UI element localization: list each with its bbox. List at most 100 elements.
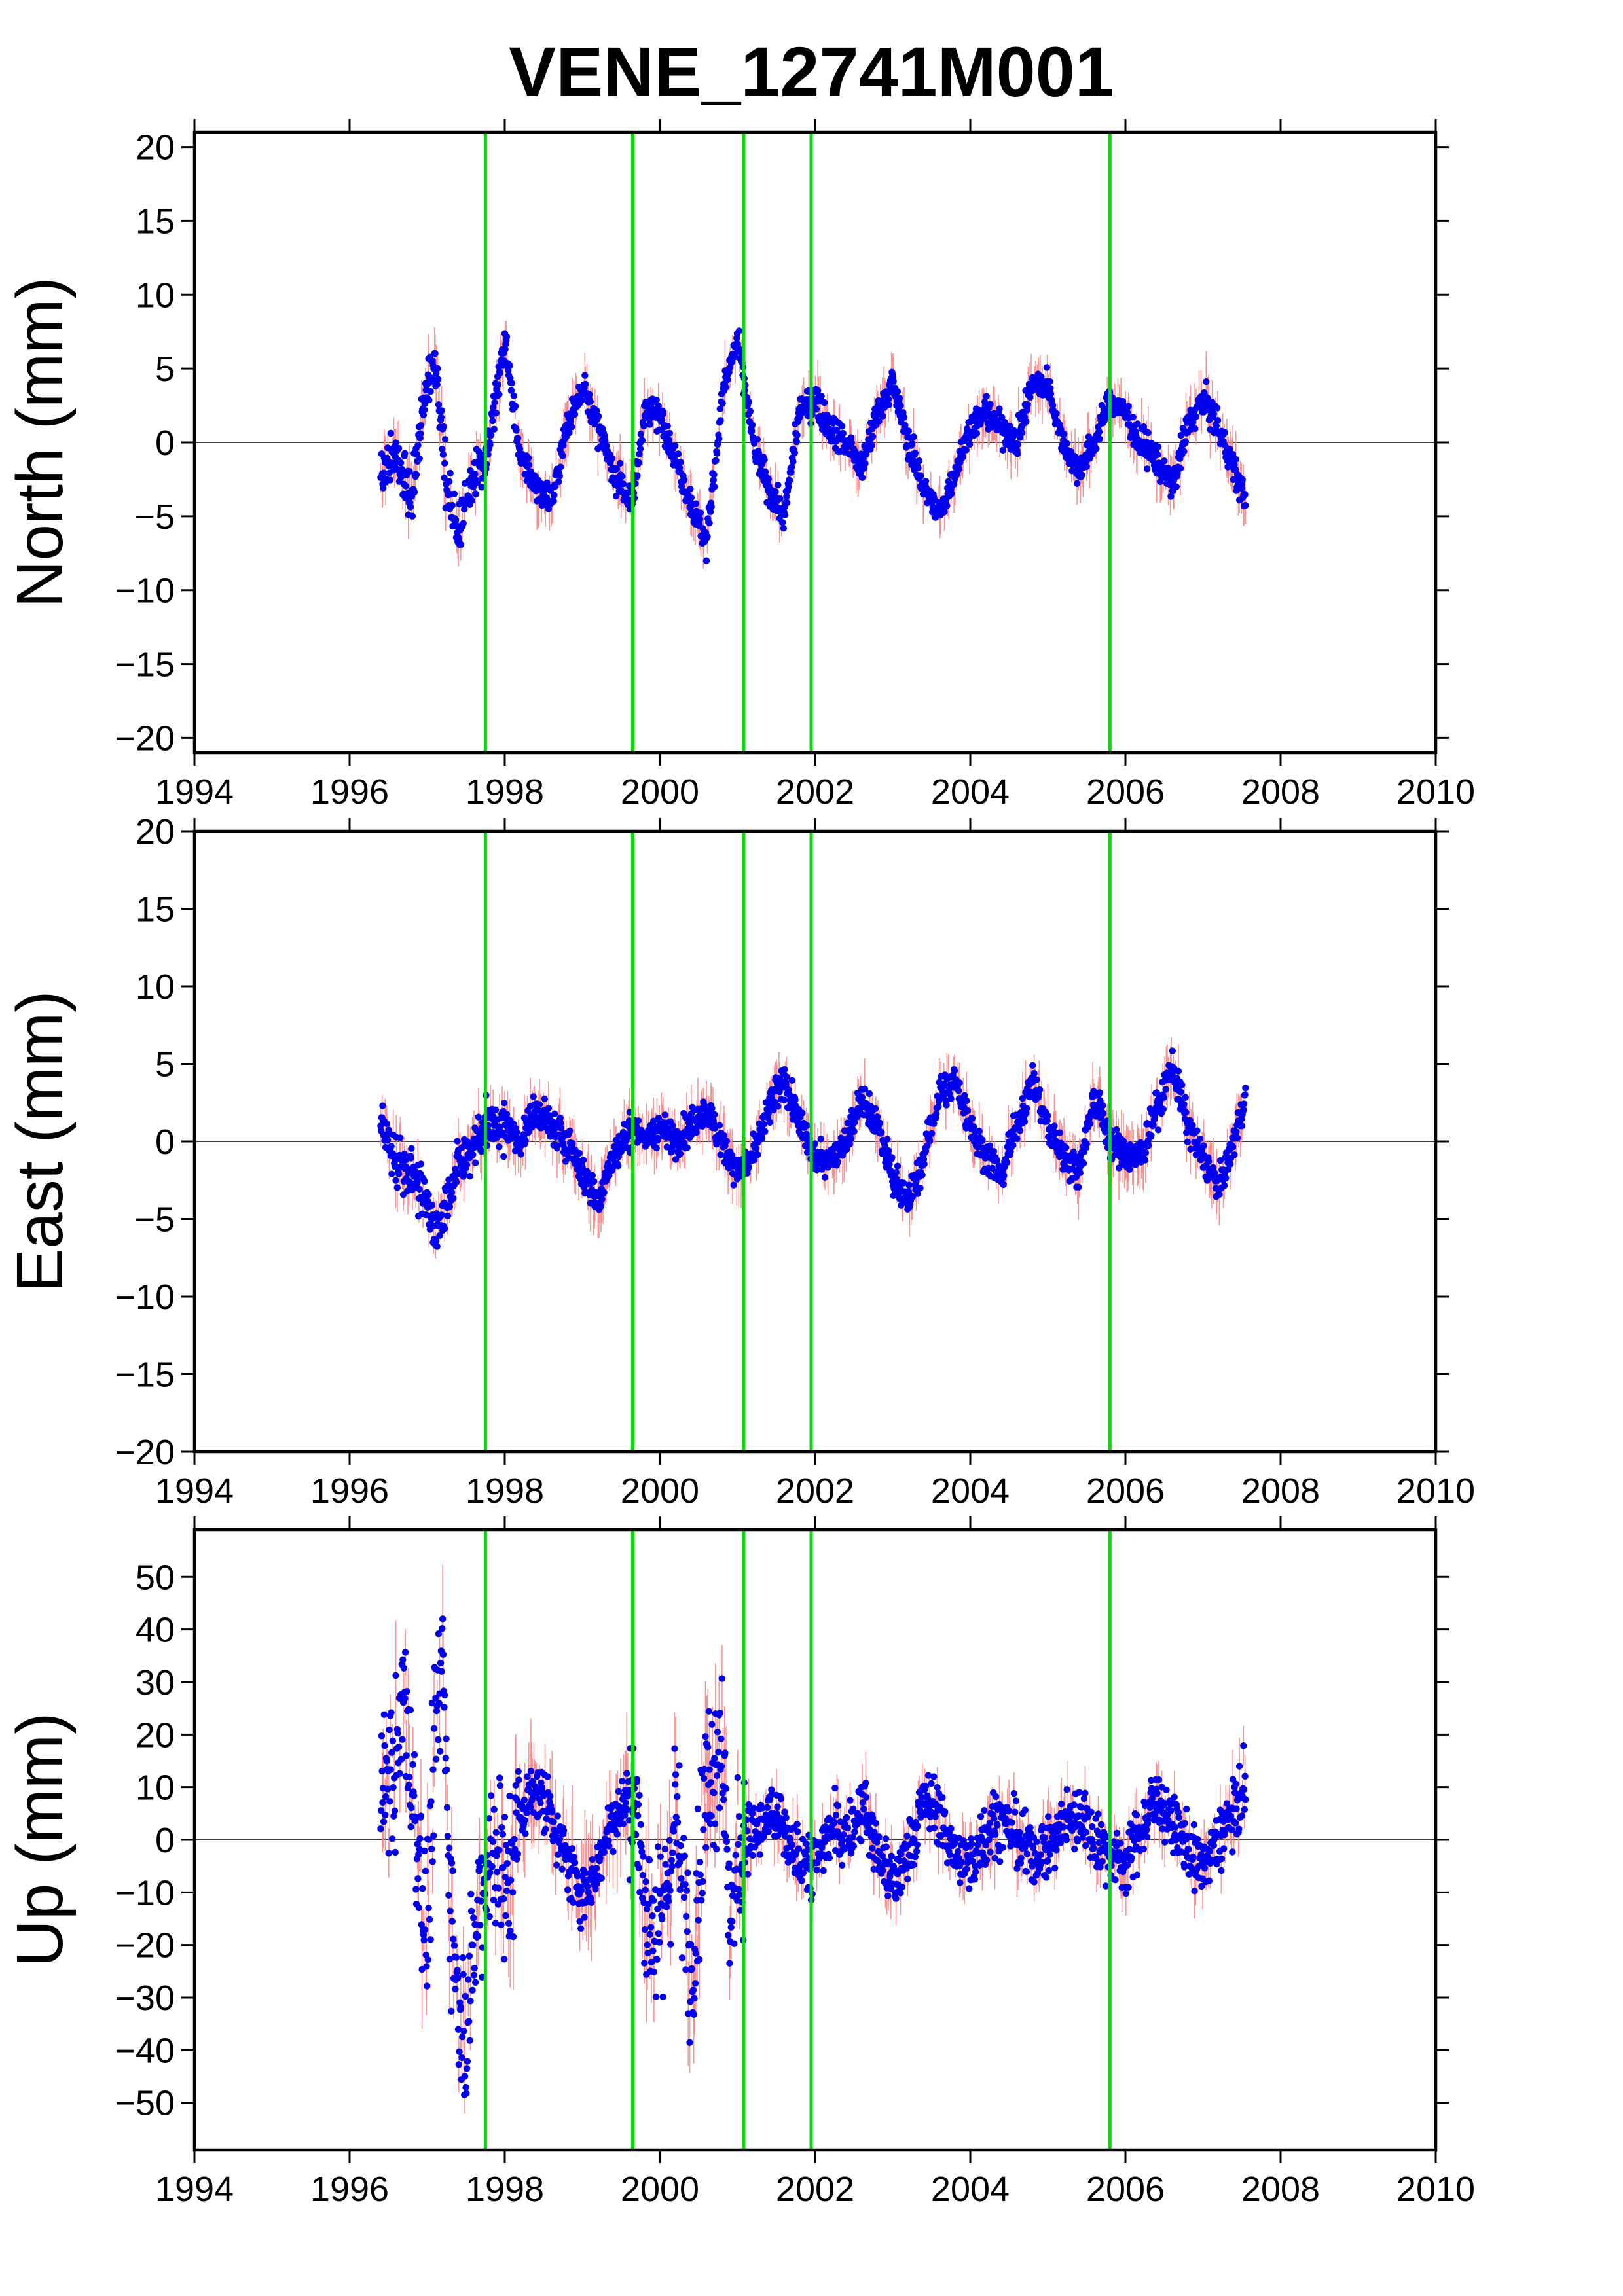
- x-tick-label: 1998: [465, 772, 544, 812]
- data-point: [884, 1147, 892, 1155]
- data-point: [478, 484, 485, 491]
- data-point: [661, 1111, 669, 1119]
- data-point: [848, 439, 856, 446]
- data-point: [551, 1110, 558, 1117]
- data-point: [613, 465, 621, 473]
- data-point: [658, 416, 666, 423]
- data-point: [922, 478, 930, 485]
- data-point: [380, 469, 388, 476]
- data-point: [1053, 410, 1060, 417]
- data-point: [793, 438, 801, 446]
- data-point: [792, 1096, 799, 1103]
- data-point: [513, 1128, 520, 1136]
- data-point: [489, 417, 496, 425]
- data-point: [761, 1128, 769, 1135]
- data-point: [876, 1119, 884, 1126]
- data-point: [1182, 438, 1189, 445]
- data-point: [463, 1161, 471, 1168]
- x-tick-label: 2008: [1241, 1471, 1320, 1511]
- data-point: [384, 1136, 392, 1144]
- data-point: [854, 1113, 861, 1121]
- y-tick-label: 10: [136, 967, 175, 1007]
- data-point: [788, 1077, 796, 1084]
- data-point: [555, 478, 562, 486]
- data-point: [729, 1151, 736, 1159]
- data-point: [750, 1156, 758, 1164]
- data-point: [575, 1149, 583, 1157]
- data-point: [447, 469, 454, 477]
- data-point: [748, 1150, 755, 1158]
- y-tick-label: 0: [155, 423, 175, 463]
- data-point: [821, 1174, 829, 1181]
- data-point: [414, 442, 422, 449]
- data-point: [1023, 1105, 1030, 1112]
- data-point: [1241, 491, 1249, 498]
- data-point: [439, 445, 446, 453]
- data-point: [1014, 440, 1022, 448]
- data-point: [897, 402, 904, 410]
- data-point: [1123, 409, 1131, 416]
- data-point: [587, 398, 594, 405]
- data-point: [506, 362, 513, 369]
- data-point: [460, 1170, 467, 1177]
- y-tick-label: 20: [136, 812, 175, 852]
- data-point: [1214, 404, 1221, 412]
- data-point: [500, 1099, 508, 1107]
- y-tick-label: 0: [155, 1122, 175, 1162]
- data-point: [560, 442, 567, 449]
- data-point: [508, 380, 515, 387]
- data-point: [911, 450, 919, 457]
- data-point: [406, 467, 413, 475]
- data-point: [522, 1137, 529, 1144]
- data-point: [383, 1120, 390, 1128]
- data-point: [516, 445, 524, 453]
- data-point: [1003, 1159, 1011, 1166]
- data-point: [666, 429, 673, 437]
- data-point: [1180, 448, 1188, 455]
- data-point: [1029, 1062, 1036, 1069]
- data-point: [766, 1119, 774, 1126]
- data-point: [494, 381, 502, 388]
- data-point: [917, 472, 924, 479]
- y-tick-label: −20: [115, 1433, 175, 1472]
- data-point: [706, 519, 713, 527]
- data-point: [976, 1128, 983, 1135]
- data-point: [1000, 1181, 1007, 1189]
- data-point: [1227, 1160, 1234, 1168]
- data-point: [557, 463, 564, 471]
- data-point: [993, 1157, 1000, 1164]
- data-point: [719, 399, 726, 407]
- x-tick-label: 2010: [1396, 772, 1475, 812]
- data-point: [785, 483, 792, 491]
- data-point: [708, 503, 715, 511]
- data-point: [1200, 1142, 1207, 1149]
- data-point: [905, 427, 913, 435]
- data-point: [999, 446, 1007, 454]
- data-point: [983, 393, 990, 400]
- data-point: [888, 1154, 896, 1161]
- data-point: [776, 495, 784, 503]
- data-point: [1036, 1086, 1044, 1094]
- data-point: [492, 1106, 500, 1113]
- data-point: [511, 403, 519, 410]
- data-point: [417, 422, 425, 429]
- data-point: [1033, 1076, 1040, 1083]
- data-point: [680, 1139, 688, 1147]
- data-point: [943, 1102, 950, 1109]
- data-point: [884, 1136, 891, 1143]
- data-point: [517, 1151, 524, 1158]
- y-tick-label: −15: [115, 645, 175, 685]
- data-point: [915, 464, 922, 472]
- data-point: [440, 423, 447, 431]
- data-point: [786, 476, 793, 484]
- data-point: [566, 429, 573, 437]
- data-point: [559, 452, 566, 459]
- data-point: [469, 1151, 477, 1158]
- data-point: [568, 1139, 576, 1147]
- data-point: [963, 1097, 970, 1105]
- data-point: [833, 427, 841, 435]
- data-point: [1192, 413, 1200, 420]
- data-point: [1184, 1138, 1192, 1146]
- data-point: [834, 1158, 842, 1166]
- data-point: [1192, 425, 1199, 433]
